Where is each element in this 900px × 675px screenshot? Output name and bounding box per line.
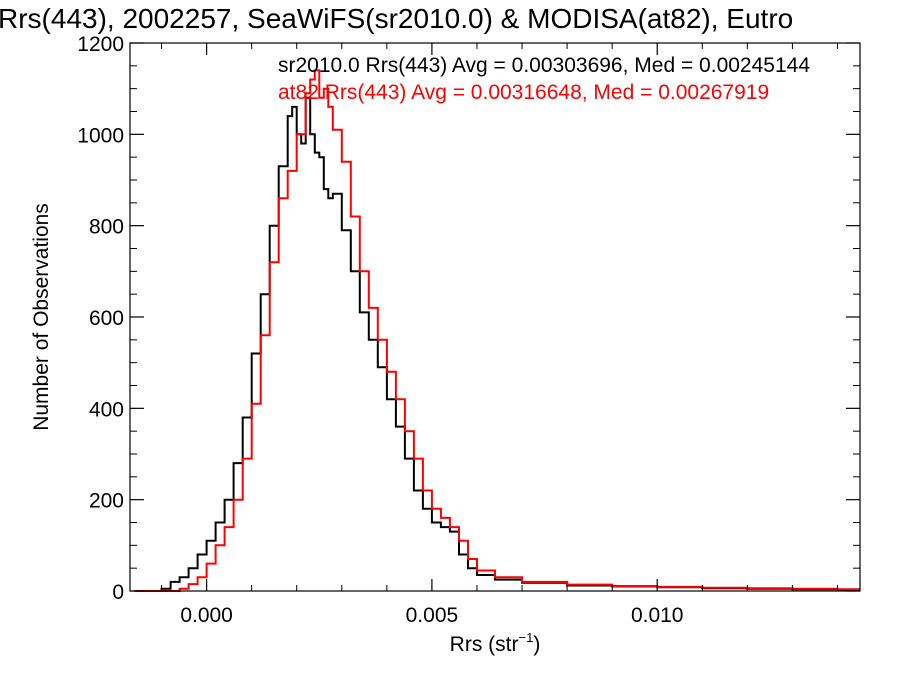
y-tick-label: 400 <box>89 398 124 421</box>
y-tick-label: 0 <box>112 581 124 604</box>
legend-entry-0: sr2010.0 Rrs(443) Avg = 0.00303696, Med … <box>278 54 810 77</box>
series-line-1 <box>134 69 860 592</box>
y-axis-label: Number of Observations <box>30 203 53 431</box>
y-tick-label: 1000 <box>77 124 124 147</box>
y-tick-label: 1200 <box>77 33 124 56</box>
x-tick-label: 0.005 <box>406 604 459 627</box>
x-tick-label: 0.000 <box>180 604 233 627</box>
x-axis-label-main: Rrs (str <box>450 633 519 656</box>
series-layer <box>134 69 860 592</box>
y-tick-label: 600 <box>89 307 124 330</box>
chart-title: Rrs(443), 2002257, SeaWiFS(sr2010.0) & M… <box>0 3 793 34</box>
ticks-layer: 0.000 0.005 0.010 0 200 400 600 800 1000 1200 <box>77 33 860 627</box>
x-tick-label: 0.010 <box>631 604 684 627</box>
plot-frame <box>129 42 861 592</box>
y-tick-label: 800 <box>89 216 124 239</box>
series-line-0 <box>134 96 860 592</box>
x-axis-label-close: ) <box>533 633 540 656</box>
y-tick-label: 200 <box>89 490 124 513</box>
x-axis-label-superscript: −1 <box>519 630 534 645</box>
x-axis-label: Rrs (str−1) <box>450 630 541 656</box>
legend-entry-1: at82 Rrs(443) Avg = 0.00316648, Med = 0.… <box>278 81 769 104</box>
